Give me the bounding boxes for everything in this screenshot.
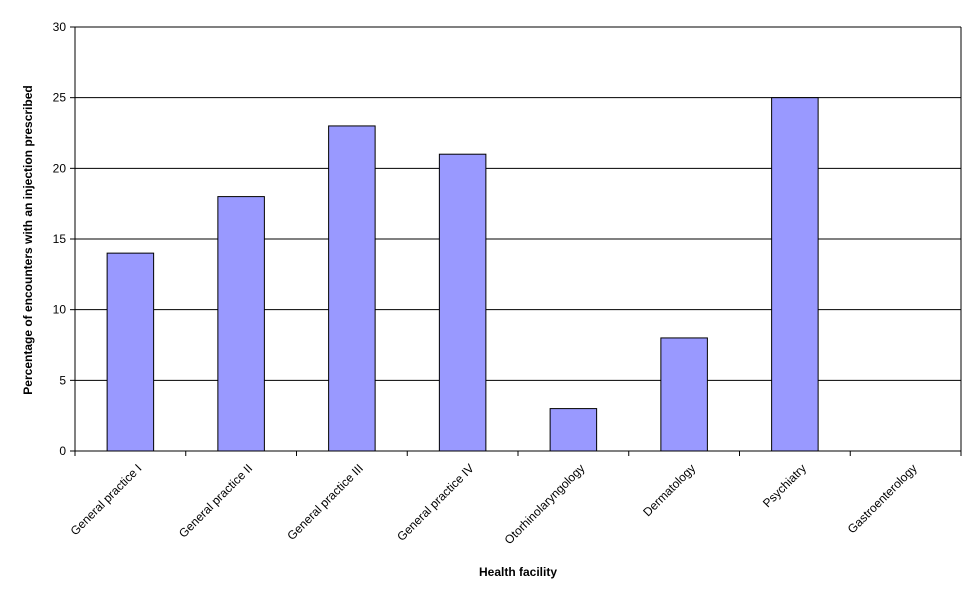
bar <box>106 252 155 452</box>
y-tick-label: 5 <box>59 373 66 387</box>
y-axis-title: Percentage of encounters with an injecti… <box>21 85 35 394</box>
y-tick-label: 30 <box>53 20 67 34</box>
gridlines <box>75 26 962 451</box>
y-tick-label: 25 <box>53 91 67 105</box>
y-tick-label: 0 <box>59 444 66 458</box>
x-tick-label: Otorhinolaryngology <box>502 461 588 547</box>
bars <box>106 97 819 452</box>
bar <box>328 125 376 452</box>
y-tick-label: 15 <box>53 232 67 246</box>
bar <box>217 196 265 452</box>
x-axis-title: Health facility <box>479 565 557 579</box>
bar <box>771 97 819 452</box>
x-tick-label: General practice III <box>284 461 366 543</box>
y-tick-label: 20 <box>53 161 67 175</box>
bar <box>549 408 598 452</box>
y-tick-label: 10 <box>53 303 67 317</box>
x-tick-label: Gastroenterology <box>845 461 920 536</box>
x-tick-label: General practice II <box>176 461 255 540</box>
x-tick-labels: General practice I General practice II Gen… <box>68 451 962 547</box>
bar <box>660 337 708 452</box>
bar <box>438 153 487 452</box>
x-tick-label: General practice I <box>68 461 145 538</box>
x-tick-label: Psychiatry <box>760 461 809 510</box>
y-tick-labels: 0 5 10 15 20 25 30 <box>53 20 75 458</box>
x-tick-label: General practice IV <box>394 461 477 544</box>
x-tick-label: Dermatology <box>640 461 698 519</box>
